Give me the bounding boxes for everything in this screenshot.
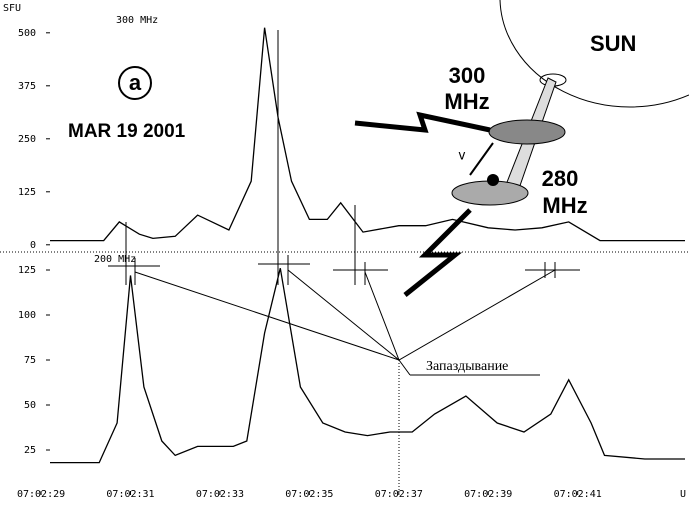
channel-label: 300 MHz: [116, 15, 158, 26]
delay-markers: [108, 30, 580, 376]
y-tick-label: 500: [18, 28, 36, 39]
sun-label: SUN: [590, 31, 636, 56]
delay-label: Запаздывание: [426, 359, 508, 374]
y-tick-label: 75: [24, 355, 36, 366]
y-tick-label: 125: [18, 187, 36, 198]
y-tick-label: 50: [24, 400, 36, 411]
freq-label: 280: [542, 166, 579, 191]
panel-letter: a: [129, 70, 142, 95]
y-tick-label: 0: [30, 240, 36, 251]
y-tick-label: 100: [18, 310, 36, 321]
panel-circle: [118, 66, 152, 100]
lightning-arrow: [354, 111, 491, 133]
velocity-label: v: [458, 149, 466, 164]
axis-end-label: U: [680, 489, 686, 500]
freq-label: MHz: [444, 89, 489, 114]
channel-label: 200 MHz: [94, 254, 136, 265]
y-tick-label: 125: [18, 265, 36, 276]
signal-line: [50, 268, 685, 464]
date-label: MAR 19 2001: [68, 121, 186, 142]
sun-limb: [499, 0, 689, 108]
velocity-arrow: [469, 142, 494, 176]
freq-label: 300: [449, 63, 486, 88]
signal-line: [50, 27, 685, 242]
y-tick-label: 25: [24, 445, 36, 456]
emission-region: [488, 119, 566, 145]
freq-label: MHz: [542, 193, 587, 218]
blob: [487, 174, 499, 186]
y-tick-label: 375: [18, 81, 36, 92]
lightning-arrow: [403, 208, 472, 297]
unit-label: SFU: [3, 3, 21, 14]
y-tick-label: 250: [18, 134, 36, 145]
